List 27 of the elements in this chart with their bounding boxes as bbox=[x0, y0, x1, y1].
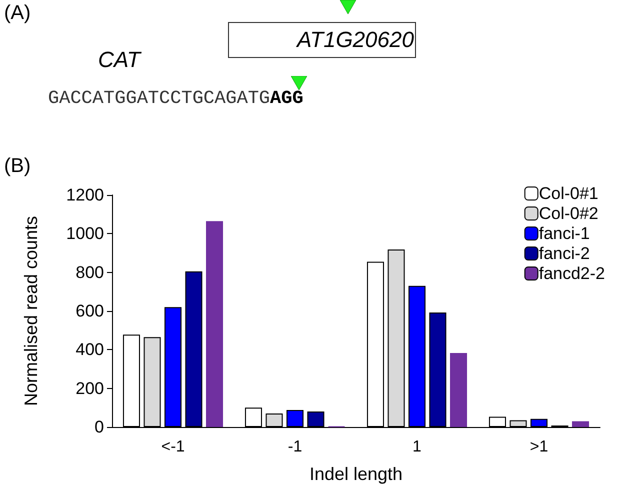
text: GACCATGGATCCTGCAGATG bbox=[48, 88, 270, 109]
y-tick-label: 400 bbox=[76, 340, 104, 360]
text: AT1G20620 bbox=[295, 27, 415, 53]
x-tick-label: >1 bbox=[530, 438, 548, 456]
legend-label: fanci-2 bbox=[538, 244, 590, 263]
bar bbox=[206, 221, 224, 427]
y-tick-label: 800 bbox=[76, 262, 104, 282]
x-tick-label: 1 bbox=[412, 438, 422, 456]
legend-label: fanci-1 bbox=[538, 224, 590, 243]
y-tick-label: 1200 bbox=[66, 186, 104, 204]
text: CAT bbox=[98, 47, 140, 73]
x-tick-label: -1 bbox=[288, 438, 302, 456]
y-tick-label: 0 bbox=[94, 418, 104, 436]
legend-label: fancd2-2 bbox=[538, 264, 606, 283]
text: (B) bbox=[4, 155, 31, 178]
y-tick-label: 200 bbox=[76, 378, 104, 398]
text: AGG bbox=[270, 88, 304, 109]
bar bbox=[450, 352, 468, 427]
legend-label: Col-0#2 bbox=[538, 204, 598, 223]
bar bbox=[572, 421, 590, 427]
x-tick-label: <-1 bbox=[161, 438, 185, 456]
text: (A) bbox=[4, 2, 31, 25]
y-tick-label: 1000 bbox=[66, 224, 104, 244]
legend-label: Col-0#1 bbox=[538, 184, 598, 203]
y-axis-title: Normalised read counts bbox=[21, 216, 41, 406]
x-axis-title: Indel length bbox=[309, 464, 403, 484]
y-tick-label: 600 bbox=[76, 302, 104, 320]
